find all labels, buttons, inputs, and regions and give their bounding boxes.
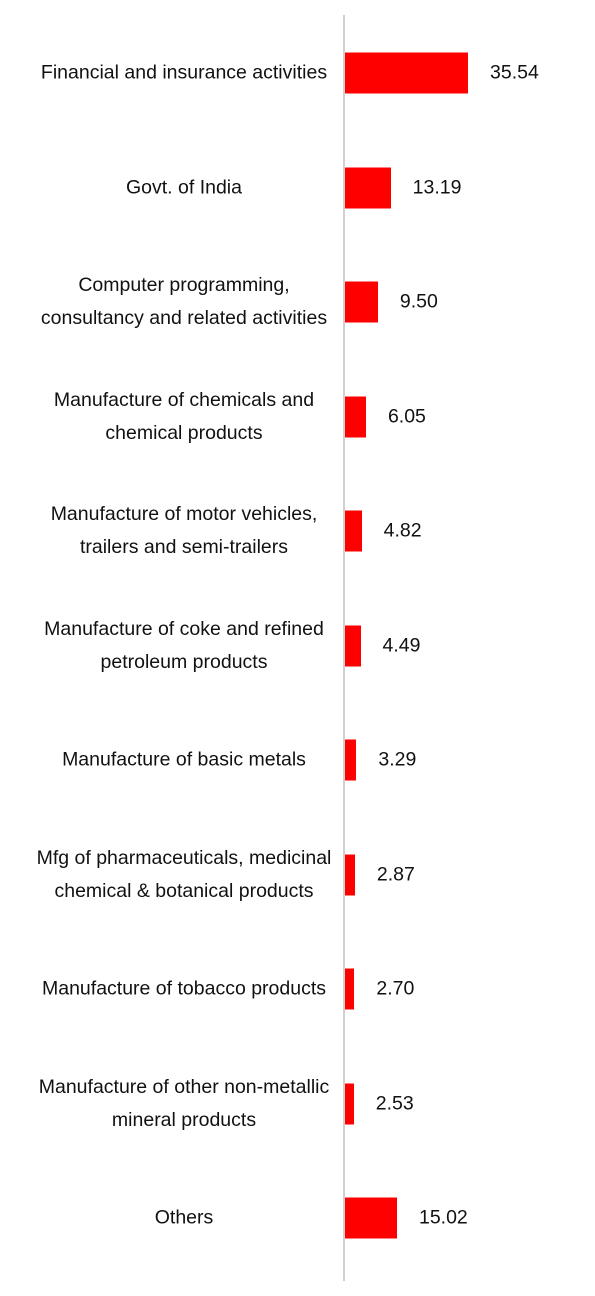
bar — [345, 1083, 354, 1124]
value-label: 9.50 — [399, 290, 438, 313]
bar — [345, 52, 468, 94]
bar — [345, 1197, 397, 1239]
bar — [345, 281, 378, 323]
category-label: Manufacture of motor vehicles, trailers … — [50, 503, 318, 558]
value-label: 35.54 — [490, 61, 539, 84]
category-label: Manufacture of other non-metallic minera… — [38, 1075, 330, 1131]
value-label: 2.70 — [376, 977, 415, 1000]
value-label: 13.19 — [412, 176, 462, 198]
bar — [345, 625, 361, 666]
value-label: 6.05 — [387, 405, 426, 427]
bar — [345, 510, 362, 552]
category-label: Govt. of India — [126, 176, 242, 198]
category-label: Manufacture of coke and refined petroleu… — [44, 617, 324, 673]
axis-line — [343, 15, 345, 1281]
category-label: Computer programming, consultancy and re… — [40, 274, 328, 329]
value-label: 2.53 — [375, 1092, 414, 1114]
category-label: Manufacture of tobacco products — [42, 977, 326, 1000]
value-label: 15.02 — [418, 1206, 468, 1229]
value-label: 4.49 — [382, 634, 421, 656]
bar — [345, 167, 391, 208]
bar — [345, 854, 355, 895]
category-label: Others — [154, 1206, 214, 1229]
bar — [345, 968, 355, 1010]
category-label: Mfg of pharmaceuticals, medicinal chemic… — [36, 846, 332, 902]
value-label: 2.87 — [376, 863, 415, 885]
bar — [345, 739, 357, 781]
value-label: 3.29 — [378, 748, 417, 771]
category-label: Manufacture of chemicals and chemical pr… — [53, 388, 315, 444]
value-label: 4.82 — [383, 519, 422, 542]
category-label: Financial and insurance activities — [40, 61, 328, 84]
bar — [345, 396, 366, 437]
category-label: Manufacture of basic metals — [62, 748, 306, 771]
